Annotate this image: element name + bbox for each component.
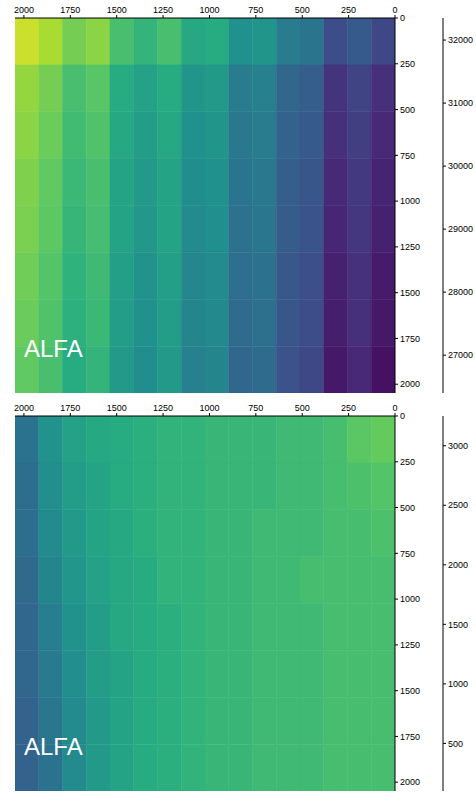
svg-text:2500: 2500 (448, 500, 468, 510)
svg-text:1500: 1500 (448, 620, 468, 630)
svg-text:2000: 2000 (14, 5, 34, 15)
svg-text:1750: 1750 (400, 732, 420, 742)
html-text:ALFA: ALFA (24, 335, 83, 362)
svg-text:1750: 1750 (400, 334, 420, 344)
svg-text:750: 750 (248, 403, 263, 413)
svg-text:1500: 1500 (107, 5, 127, 15)
svg-text:750: 750 (400, 549, 415, 559)
svg-text:1000: 1000 (400, 196, 420, 206)
svg-text:2000: 2000 (400, 777, 420, 787)
svg-text:32000: 32000 (448, 35, 473, 45)
svg-text:500: 500 (400, 503, 415, 513)
svg-text:2000: 2000 (448, 560, 468, 570)
svg-text:1000: 1000 (400, 594, 420, 604)
svg-text:2000: 2000 (14, 403, 34, 413)
svg-text:1250: 1250 (153, 5, 173, 15)
svg-text:27000: 27000 (448, 350, 473, 360)
svg-text:3000: 3000 (448, 441, 468, 451)
svg-text:1250: 1250 (400, 242, 420, 252)
svg-text:250: 250 (400, 457, 415, 467)
svg-text:0: 0 (392, 5, 397, 15)
svg-text:30000: 30000 (448, 161, 473, 171)
svg-text:1750: 1750 (60, 5, 80, 15)
svg-text:1000: 1000 (199, 403, 219, 413)
svg-text:0: 0 (400, 411, 405, 421)
svg-text:29000: 29000 (448, 224, 473, 234)
svg-text:2000: 2000 (400, 379, 420, 389)
svg-text:250: 250 (341, 5, 356, 15)
html-text:ALFA: ALFA (24, 733, 83, 760)
svg-text:1000: 1000 (448, 679, 468, 689)
svg-text:28000: 28000 (448, 287, 473, 297)
svg-text:500: 500 (295, 403, 310, 413)
svg-text:1000: 1000 (199, 5, 219, 15)
svg-text:500: 500 (400, 105, 415, 115)
svg-text:1750: 1750 (60, 403, 80, 413)
svg-text:750: 750 (400, 151, 415, 161)
svg-text:1250: 1250 (400, 640, 420, 650)
svg-text:0: 0 (400, 13, 405, 23)
svg-text:500: 500 (295, 5, 310, 15)
svg-text:1500: 1500 (400, 686, 420, 696)
svg-text:1500: 1500 (107, 403, 127, 413)
svg-text:250: 250 (400, 59, 415, 69)
svg-text:750: 750 (248, 5, 263, 15)
svg-text:31000: 31000 (448, 98, 473, 108)
svg-text:500: 500 (448, 739, 463, 749)
svg-text:0: 0 (392, 403, 397, 413)
svg-text:1250: 1250 (153, 403, 173, 413)
svg-text:250: 250 (341, 403, 356, 413)
svg-text:1500: 1500 (400, 288, 420, 298)
